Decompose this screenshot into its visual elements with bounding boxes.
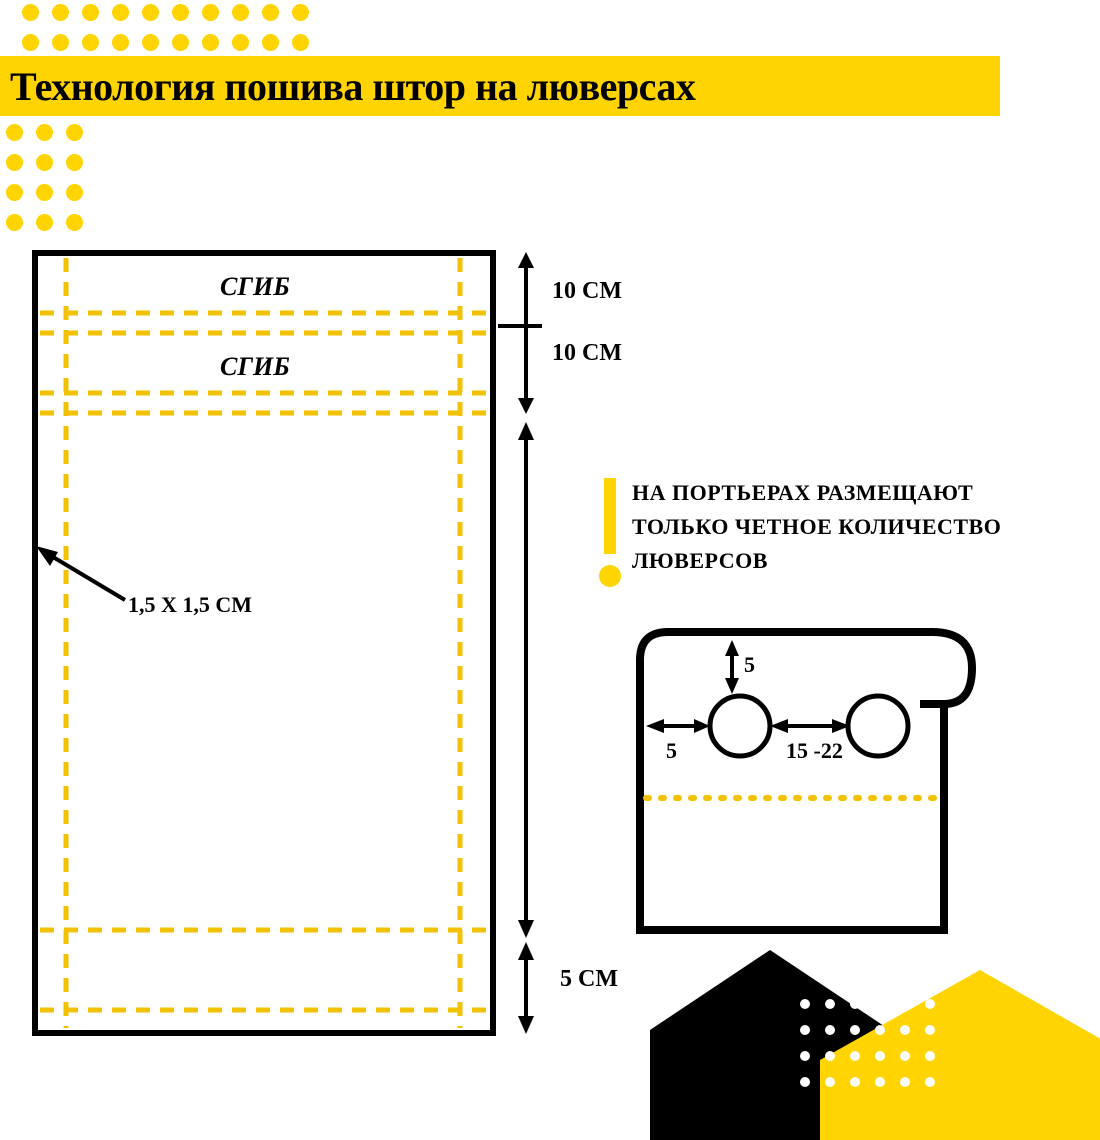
dot [232,34,249,51]
note-line-1: НА ПОРТЬЕРАХ РАЗМЕЩАЮТ [632,476,973,509]
dot [6,214,23,231]
dot [22,34,39,51]
dim-arrow-body [510,420,550,940]
dot [82,34,99,51]
dot [825,999,835,1009]
dot [900,1051,910,1061]
dot [925,1051,935,1061]
grommet-detail [620,620,1000,950]
dot [925,1077,935,1087]
dot [66,154,83,171]
dot [142,4,159,21]
dot [232,4,249,21]
title-bar: Технология пошива штор на люверсах [0,56,1000,116]
dot [875,1077,885,1087]
dot [292,34,309,51]
dim-arrows-top [498,250,568,420]
dot [66,184,83,201]
dot [900,1077,910,1087]
dot [850,1051,860,1061]
dot [262,34,279,51]
dot [925,999,935,1009]
dot [825,1077,835,1087]
dot [172,34,189,51]
dot [36,184,53,201]
dim-top-2: 10 СМ [552,340,622,367]
dot [52,34,69,51]
dot [172,4,189,21]
dot [6,154,23,171]
side-hem-label: 1,5 Х 1,5 СМ [128,592,252,618]
dot [142,34,159,51]
exclamation-icon [598,478,622,588]
detail-top-gap: 5 [744,652,755,678]
fold-label-2: СГИБ [220,352,290,382]
decorative-shapes-bottom [560,940,1100,1140]
dot [875,1051,885,1061]
dim-arrow-bottom [510,940,550,1040]
dot [82,4,99,21]
dot [66,214,83,231]
dot [22,4,39,21]
dot [925,1025,935,1035]
dim-top-1: 10 СМ [552,278,622,305]
dot [202,4,219,21]
dot [6,184,23,201]
detail-side-gap: 5 [666,738,677,764]
dot [800,1025,810,1035]
dot [52,4,69,21]
dot [850,999,860,1009]
dot [36,214,53,231]
dot [262,4,279,21]
dot [825,1051,835,1061]
dot [900,999,910,1009]
note-line-2: ТОЛЬКО ЧЕТНОЕ КОЛИЧЕСТВО [632,510,1001,543]
dot [850,1077,860,1087]
dot [36,124,53,141]
dot [202,34,219,51]
dot [112,34,129,51]
fold-label-1: СГИБ [220,272,290,302]
dot [825,1025,835,1035]
dot [800,999,810,1009]
dot [112,4,129,21]
detail-spacing: 15 -22 [786,738,843,764]
dot [6,124,23,141]
dot [875,999,885,1009]
dot [875,1025,885,1035]
dot [800,1051,810,1061]
dot [66,124,83,141]
dot [292,4,309,21]
note-line-3: ЛЮВЕРСОВ [632,544,768,577]
dot [900,1025,910,1035]
dot [800,1077,810,1087]
dot [850,1025,860,1035]
page-title: Технология пошива штор на люверсах [10,63,695,110]
dot [36,154,53,171]
